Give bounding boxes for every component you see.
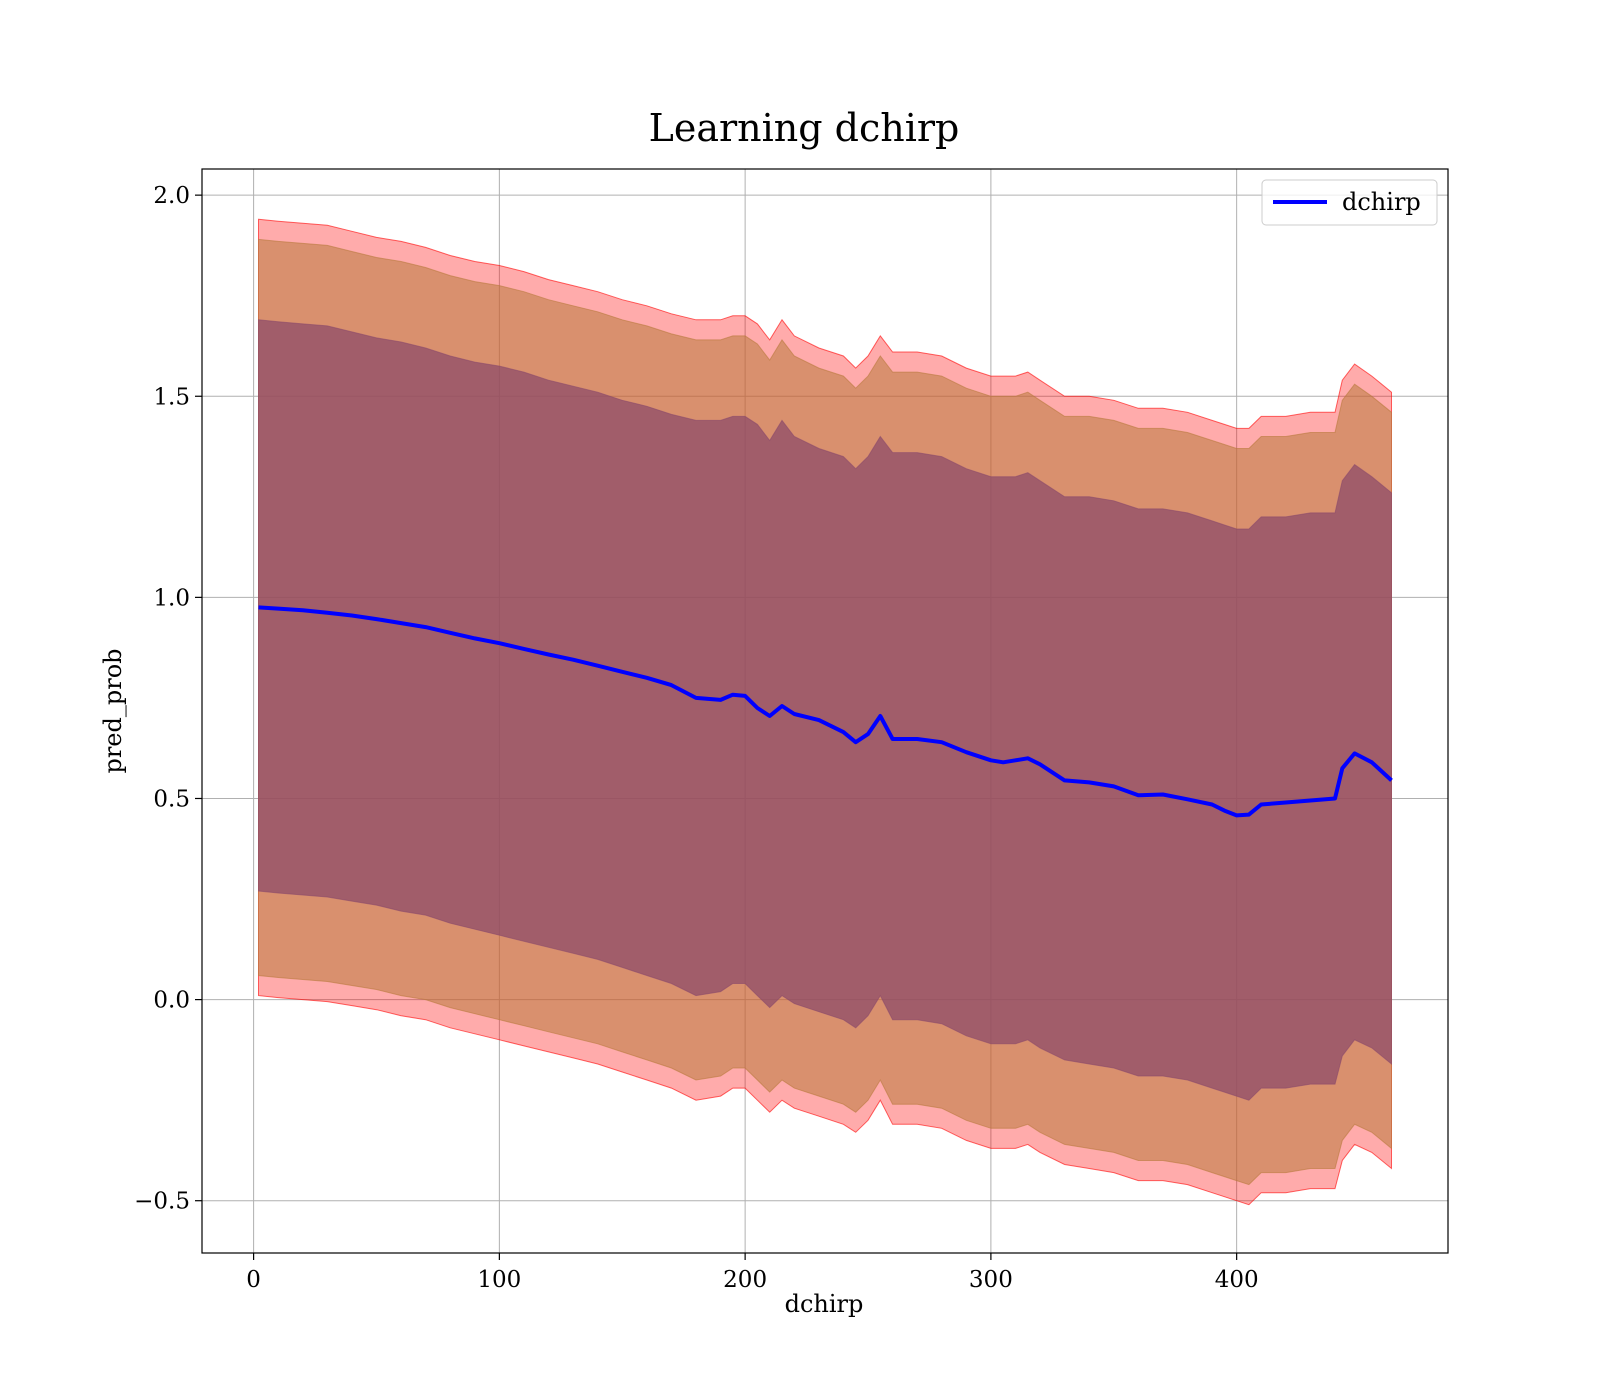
confidence-bands — [258, 218, 1392, 1206]
y-tick-label: 1.5 — [153, 384, 190, 410]
series-line-dchirp — [258, 605, 1393, 818]
x-tick-label: 0 — [246, 1267, 261, 1293]
legend: dchirp — [1261, 179, 1438, 226]
x-tick-label: 100 — [477, 1267, 521, 1293]
x-tick-label: 200 — [723, 1267, 767, 1293]
y-tick-label: 0.5 — [153, 786, 190, 812]
y-tick-label: 1.0 — [153, 585, 190, 611]
series-lines — [258, 605, 1393, 818]
y-axis-label: pred_prob — [99, 648, 127, 773]
x-tick-label: 400 — [1215, 1267, 1259, 1293]
y-axis-ticks: −0.5 0.0 0.5 1.0 1.5 2.0 — [134, 183, 202, 1215]
chart-title: Learning dchirp — [649, 106, 960, 150]
x-tick-label: 300 — [969, 1267, 1013, 1293]
band-inner — [258, 319, 1392, 1101]
y-tick-label: 0.0 — [153, 988, 190, 1014]
x-axis-label: dchirp — [785, 1290, 864, 1318]
legend-label: dchirp — [1342, 188, 1421, 216]
x-axis-ticks: 0 100 200 300 400 — [246, 1253, 1259, 1293]
legend-box — [1261, 179, 1438, 226]
y-tick-label: 2.0 — [153, 183, 190, 209]
y-tick-label: −0.5 — [134, 1189, 190, 1215]
plot-area-frame — [201, 168, 1449, 1254]
